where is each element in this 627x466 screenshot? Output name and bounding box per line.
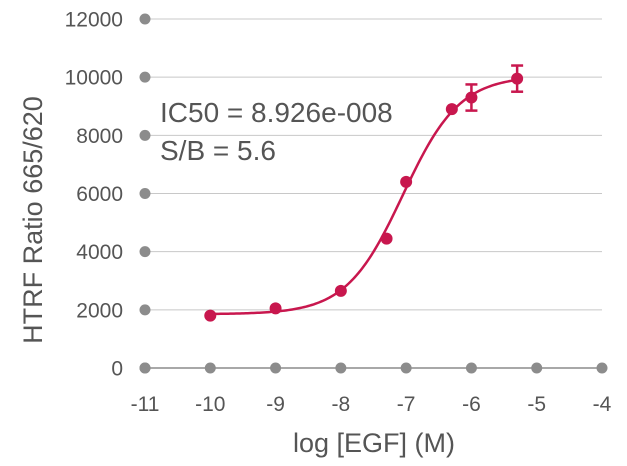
x-tick-label-5: -6: [462, 393, 481, 416]
data-point-3: [380, 232, 393, 245]
x-axis-dot-6: [531, 362, 543, 374]
x-tick-label-7: -4: [593, 393, 612, 416]
annotation-ic50: IC50 = 8.926e-008: [160, 97, 393, 128]
x-axis-dot-1: [204, 362, 216, 374]
x-tick-label-6: -5: [527, 393, 546, 416]
y-tick-label-3: 6000: [76, 183, 123, 206]
data-point-0: [204, 309, 217, 322]
y-axis-dot-5: [139, 71, 151, 83]
y-axis-dot-6: [139, 13, 151, 25]
y-tick-label-0: 0: [111, 358, 123, 381]
data-point-7: [511, 72, 524, 85]
x-axis-dot-2: [270, 362, 282, 374]
x-tick-label-0: -11: [131, 393, 160, 416]
y-tick-label-2: 4000: [76, 241, 123, 264]
tick-labels: 0 2000 4000 6000 8000 10000 12000 -11 -10 -9 -8 -7 -…: [65, 9, 612, 417]
x-axis-dot-7: [596, 362, 608, 374]
y-axis-dot-2: [139, 246, 151, 258]
x-axis-dot-3: [335, 362, 347, 374]
x-tick-label-1: -10: [195, 393, 225, 416]
data-point-5: [445, 103, 458, 116]
x-axis-dot-5: [465, 362, 477, 374]
y-axis-dot-4: [139, 129, 151, 141]
y-tick-label-1: 2000: [76, 299, 123, 322]
data-point-6: [465, 91, 478, 104]
y-axis-title: HTRF Ratio 665/620: [18, 96, 48, 344]
annotation-sb: S/B = 5.6: [160, 135, 276, 166]
data-points: [204, 72, 524, 322]
data-point-2: [334, 284, 347, 297]
x-axis-dot-0: [139, 362, 151, 374]
y-axis-dot-1: [139, 304, 151, 316]
x-tick-label-2: -9: [266, 393, 285, 416]
data-point-4: [400, 175, 413, 188]
gridlines: [145, 18, 602, 311]
data-point-1: [269, 302, 282, 315]
error-bars: [465, 64, 524, 112]
fit-curve: [207, 78, 518, 316]
fit-curve-layer: [207, 78, 518, 316]
x-axis-dot-4: [400, 362, 412, 374]
y-tick-label-5: 10000: [65, 67, 123, 90]
axes: [139, 13, 608, 374]
x-axis-title: log [EGF] (M): [293, 428, 455, 458]
x-tick-label-4: -7: [397, 393, 416, 416]
y-axis-dot-3: [139, 188, 151, 199]
y-tick-label-4: 8000: [76, 125, 123, 148]
x-tick-label-3: -8: [332, 393, 351, 416]
y-tick-label-6: 12000: [65, 9, 123, 32]
